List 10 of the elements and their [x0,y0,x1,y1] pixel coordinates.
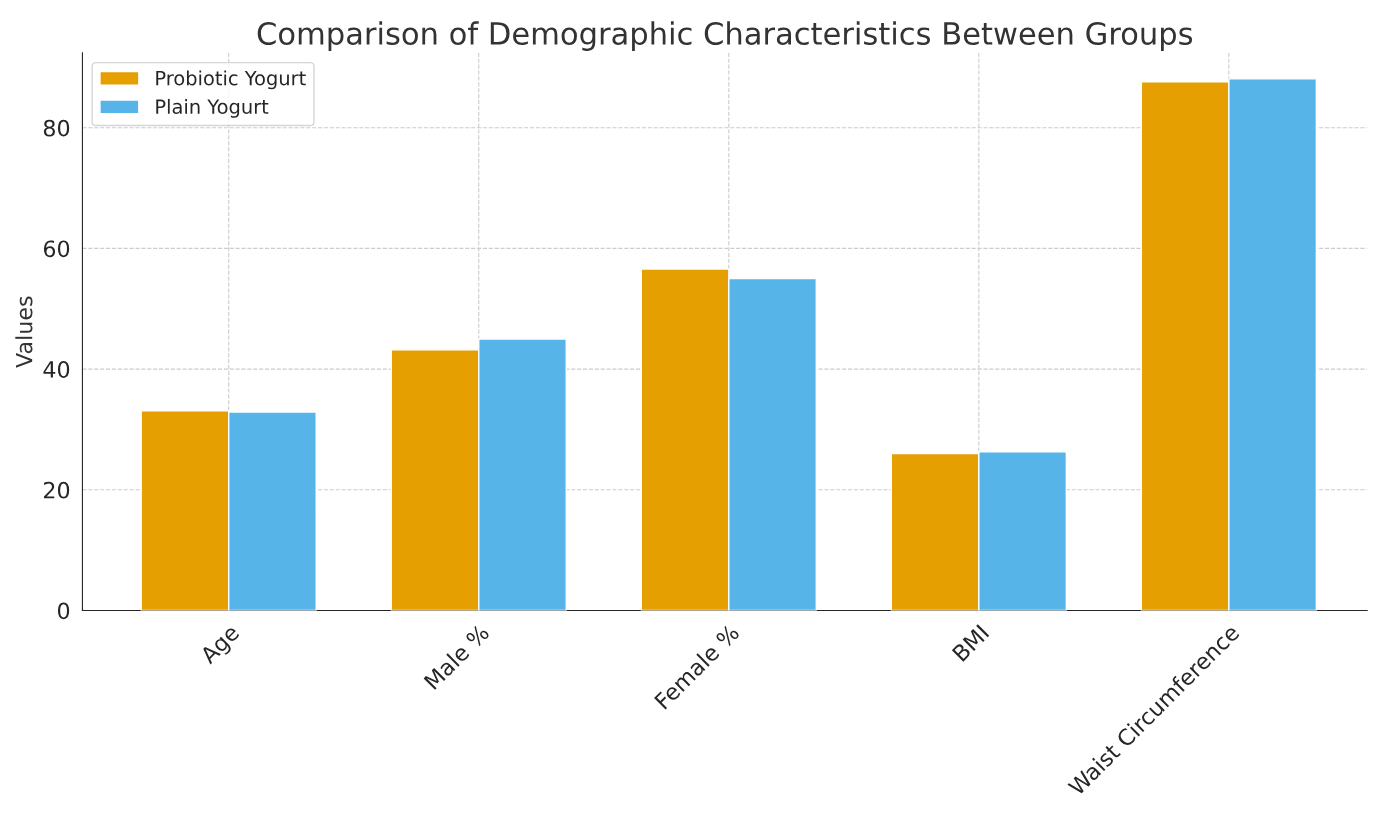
y-tick-label: 80 [43,119,70,137]
y-tick-label: 20 [43,481,70,499]
y-tick-label: 40 [43,361,70,378]
legend-label: Plain Yogurt [156,98,269,118]
y-tick-label: 0 [57,602,70,620]
legend-label: Probiotic Yogurt [156,70,306,90]
y-axis-title: Values [15,296,33,368]
y-tick-label: 60 [43,240,70,258]
x-tick-label: Age [198,623,244,668]
chart-title: Comparison of Demographic Characteristics Between Groups [257,21,1193,51]
